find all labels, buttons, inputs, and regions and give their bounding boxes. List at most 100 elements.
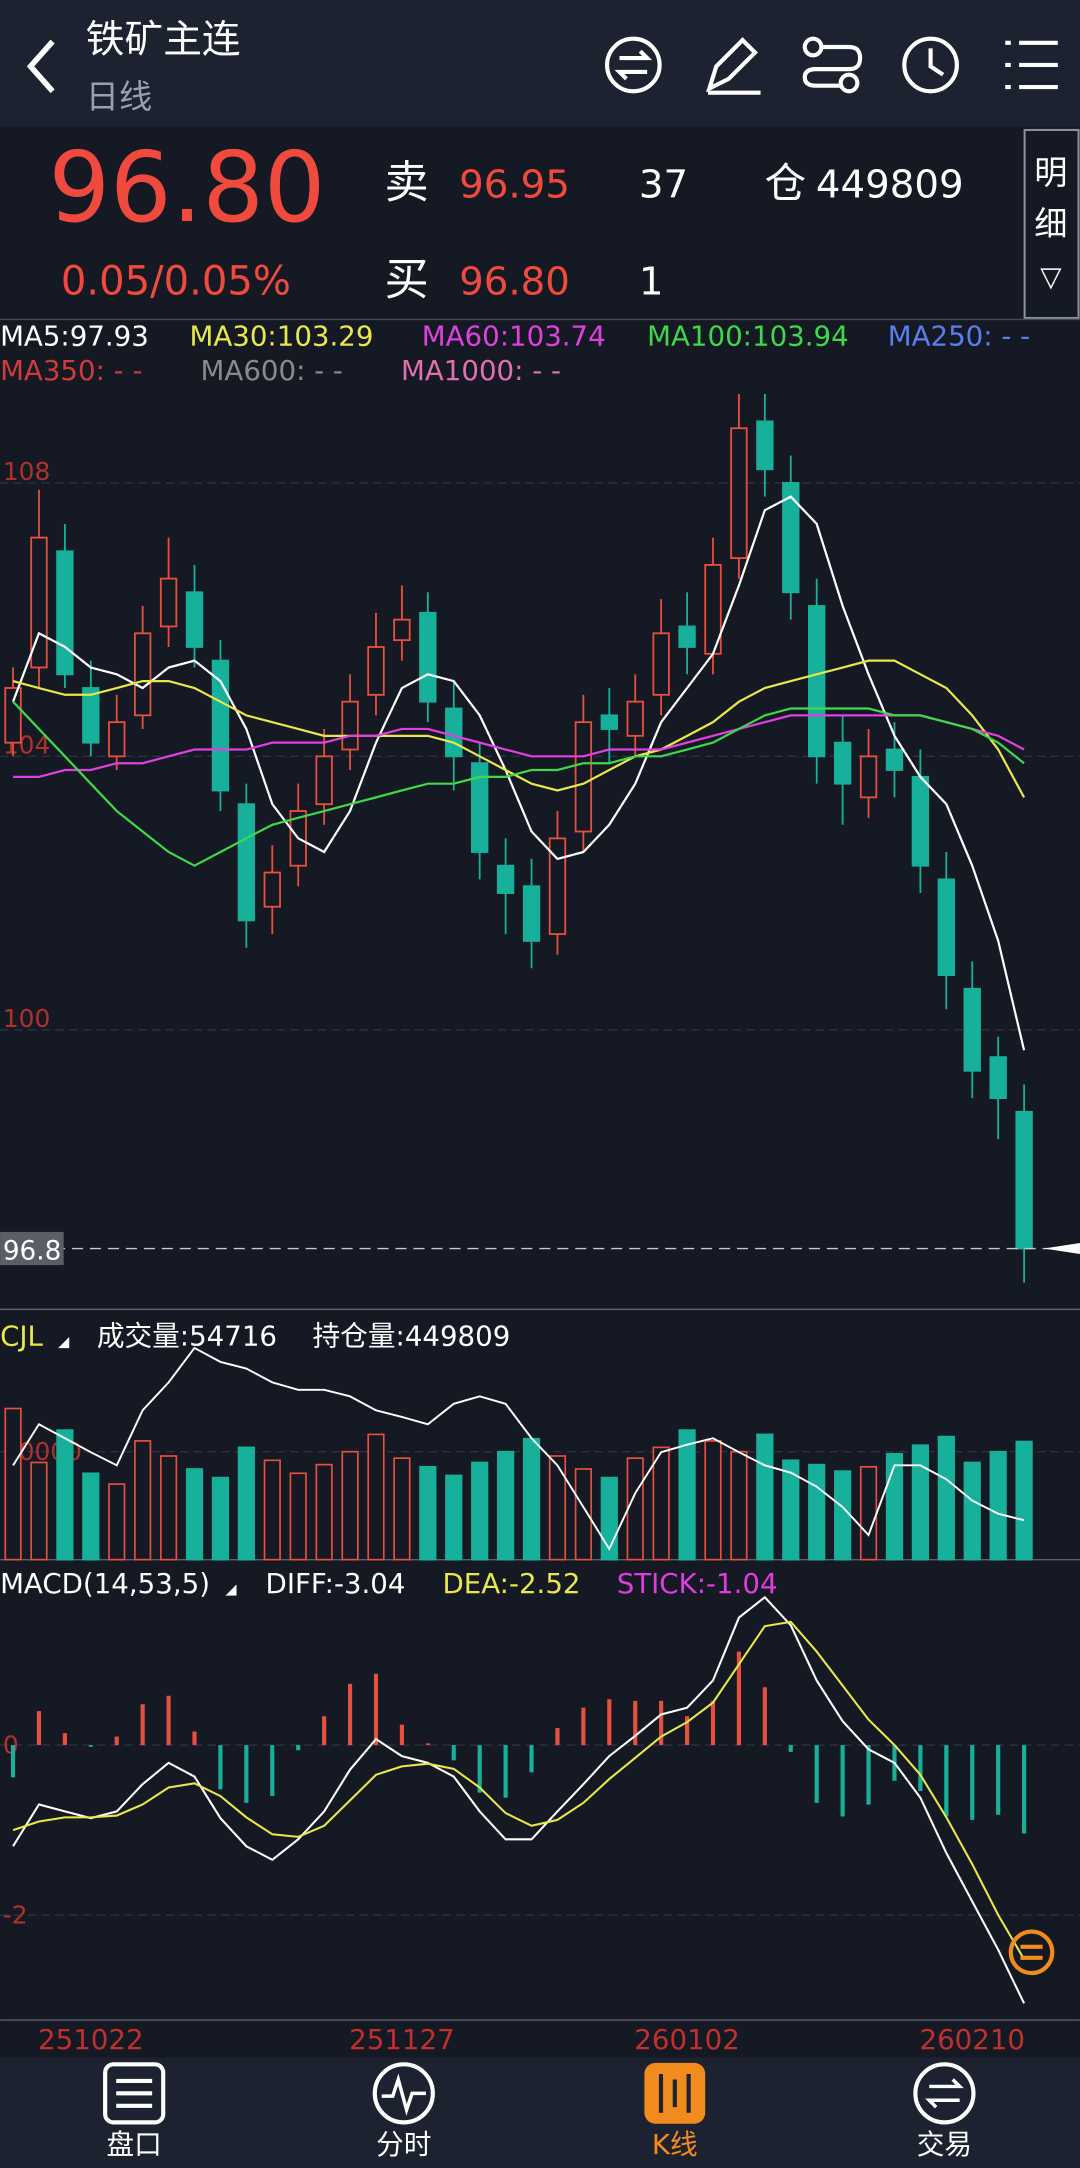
volume-bar xyxy=(548,1455,567,1561)
nav-bar xyxy=(0,2057,1080,2168)
candle-body xyxy=(211,659,230,792)
menu-icon[interactable] xyxy=(1005,40,1058,90)
candle-body xyxy=(859,755,878,799)
nav-item[interactable]: 交易 xyxy=(913,2062,976,2161)
position-value: 449809 xyxy=(816,163,964,208)
volume-bar xyxy=(185,1468,204,1561)
volume-bar xyxy=(626,1457,644,1561)
candle-body xyxy=(445,707,463,758)
volume-bar xyxy=(445,1474,463,1561)
nav-item[interactable]: 分时 xyxy=(372,2062,435,2161)
volume-bar xyxy=(393,1457,411,1561)
compare-icon[interactable] xyxy=(802,36,863,94)
volume-bar xyxy=(885,1453,904,1561)
volume-bar xyxy=(704,1440,722,1561)
switch-icon[interactable] xyxy=(604,36,662,94)
volume-bar xyxy=(652,1446,670,1561)
legend-entry: STICK:-1.04 xyxy=(617,1567,778,1600)
volume-bar xyxy=(367,1433,385,1561)
price-change: 0.05/0.05% xyxy=(61,259,291,305)
candle-body xyxy=(937,878,956,976)
legend-entry: 成交量:54716 xyxy=(97,1319,277,1352)
x-tick-label: 251022 xyxy=(38,2023,144,2056)
candle-body xyxy=(237,803,256,922)
nav-item[interactable]: K线 xyxy=(644,2062,706,2161)
detail-button[interactable]: 明 细 ▽ xyxy=(1023,128,1080,320)
buy-volume: 1 xyxy=(639,260,664,305)
header-bar xyxy=(0,0,1080,128)
floating-button[interactable] xyxy=(1008,1929,1055,1976)
nav-label: 交易 xyxy=(917,2128,972,2161)
x-tick-label: 260102 xyxy=(634,2023,740,2056)
legend-entry: MA60:103.74 xyxy=(422,320,606,353)
volume-bar xyxy=(263,1459,281,1561)
candle-body xyxy=(82,687,100,744)
candle-body xyxy=(133,632,152,717)
macd-line xyxy=(12,1620,1025,1960)
last-price-label: 96.8 xyxy=(3,1237,61,1267)
last-price-pointer xyxy=(1043,1242,1080,1255)
candle-body xyxy=(756,420,774,471)
x-tick-label: 251127 xyxy=(349,2023,455,2056)
candle-body xyxy=(56,550,74,676)
nav-item[interactable]: 盘口 xyxy=(103,2062,166,2161)
candle-body xyxy=(393,618,411,642)
candle-body xyxy=(730,427,748,560)
position-label: 仓 xyxy=(765,160,806,208)
ma-line xyxy=(12,659,1026,798)
volume-bar xyxy=(315,1463,333,1561)
volume-bar xyxy=(1015,1440,1033,1561)
detail-text: 细 xyxy=(1034,204,1067,243)
nav-label: 分时 xyxy=(376,2128,431,2161)
legend-entry: MA100:103.94 xyxy=(647,320,849,353)
candle-body xyxy=(1015,1110,1033,1250)
last-price-box xyxy=(0,1231,64,1266)
candle-body xyxy=(600,714,618,730)
legend-entry: DIFF:-3.04 xyxy=(266,1567,406,1600)
legend-entry: MA350: - - xyxy=(0,354,142,387)
candle-body xyxy=(548,837,567,935)
buy-price: 96.80 xyxy=(459,260,570,305)
candle-body xyxy=(522,885,541,942)
candle-body xyxy=(782,482,800,594)
volume-bar xyxy=(808,1463,826,1561)
candle-body xyxy=(989,1056,1007,1100)
candle-body xyxy=(367,646,385,696)
candle-body xyxy=(678,625,696,648)
volume-bar xyxy=(834,1470,852,1561)
volume-bar xyxy=(859,1465,878,1561)
volume-bar xyxy=(937,1435,955,1561)
y-tick-label: 108 xyxy=(3,457,50,486)
candle-body xyxy=(911,775,930,867)
volume-bar xyxy=(911,1444,930,1561)
volume-bar xyxy=(756,1433,774,1561)
sell-label: 卖 xyxy=(384,158,428,209)
candle-body xyxy=(885,748,904,771)
detail-frame xyxy=(1023,128,1080,320)
volume-bar xyxy=(730,1450,748,1561)
legend-entry: MA600: - - xyxy=(201,354,343,387)
legend-entry: MA30:103.29 xyxy=(189,320,373,353)
volume-bar xyxy=(471,1461,489,1561)
back-button[interactable] xyxy=(26,39,55,94)
candle-body xyxy=(108,721,126,758)
candle-body xyxy=(419,611,437,703)
legend-entry: MA1000: - - xyxy=(401,354,561,387)
candle-body xyxy=(185,591,204,648)
legend-marker xyxy=(225,1584,237,1596)
y-tick-label: 100 xyxy=(3,1004,50,1033)
nav-label: K线 xyxy=(652,2128,698,2161)
volume-bar xyxy=(237,1446,255,1561)
draw-icon[interactable] xyxy=(705,37,761,95)
volume-bar xyxy=(989,1450,1007,1561)
candle-body xyxy=(963,987,981,1072)
detail-arrow: ▽ xyxy=(1040,260,1062,293)
legend-entry: 持仓量:449809 xyxy=(313,1319,511,1352)
x-tick-label: 260210 xyxy=(919,2023,1025,2056)
volume-bar xyxy=(419,1465,437,1561)
candle-body xyxy=(471,762,489,853)
legend-title: MACD(14,53,5) xyxy=(0,1567,210,1600)
history-icon[interactable] xyxy=(902,36,959,94)
